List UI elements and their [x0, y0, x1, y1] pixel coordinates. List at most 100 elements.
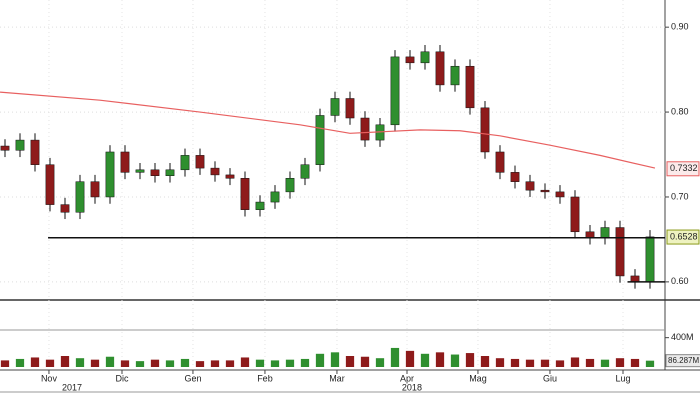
- volume-bar: [105, 356, 115, 367]
- price-label-box: [666, 161, 700, 177]
- candle-body: [585, 231, 595, 238]
- candle-body: [345, 98, 355, 119]
- volume-bar: [390, 347, 400, 367]
- candle-body: [555, 191, 565, 198]
- volume-bar: [210, 360, 220, 367]
- volume-tick-label: 400M: [671, 332, 694, 342]
- candle-body: [510, 172, 520, 182]
- candle-body: [570, 196, 580, 233]
- candle-body: [300, 164, 310, 179]
- candle-body: [330, 98, 340, 116]
- volume-bar: [615, 358, 625, 367]
- volume-bar: [525, 359, 535, 367]
- candle-body: [390, 56, 400, 126]
- price-label: 0.6528: [670, 231, 698, 241]
- volume-bar: [540, 359, 550, 367]
- volume-bar: [420, 353, 430, 367]
- volume-label-box: [665, 354, 700, 368]
- volume-bar: [300, 358, 310, 367]
- volume-bar: [255, 359, 265, 367]
- candle-body: [75, 181, 85, 213]
- x-tick-label: Lug: [615, 373, 630, 383]
- price-label: 0.7332: [670, 163, 698, 173]
- candle-body: [465, 65, 475, 109]
- candle-body: [405, 56, 415, 64]
- candle-body: [450, 65, 460, 86]
- y-tick-label: 0.70: [671, 191, 689, 201]
- volume-bar: [30, 357, 40, 367]
- volume-bar: [585, 358, 595, 367]
- volume-bar: [630, 358, 640, 367]
- y-tick-label: 0.80: [671, 106, 689, 116]
- candle-body: [150, 169, 160, 176]
- volume-bar: [450, 354, 460, 367]
- volume-bar: [360, 356, 370, 367]
- candle-body: [630, 275, 640, 283]
- volume-bar: [285, 359, 295, 367]
- candle-body: [615, 227, 625, 277]
- candle-body: [255, 201, 265, 210]
- volume-bar: [645, 360, 655, 367]
- candle-body: [45, 164, 55, 205]
- candle-body: [480, 107, 490, 153]
- volume-bar: [195, 361, 205, 367]
- volume-bar: [60, 356, 70, 367]
- volume-bar: [570, 357, 580, 367]
- volume-bar: [480, 356, 490, 367]
- volume-bar: [225, 360, 235, 367]
- volume-bar: [0, 360, 10, 367]
- volume-last-label: 86.287M: [668, 356, 699, 365]
- candle-body: [180, 155, 190, 171]
- candle-body: [495, 151, 505, 173]
- candle-body: [135, 169, 145, 173]
- candle-body: [270, 191, 280, 203]
- candle-body: [360, 117, 370, 141]
- candle-body: [525, 181, 535, 191]
- candle-body: [435, 51, 445, 86]
- year-label: 2017: [62, 382, 82, 392]
- y-tick-label: 0.60: [671, 276, 689, 286]
- volume-bar: [75, 358, 85, 367]
- candle-body: [30, 139, 40, 165]
- volume-bar: [465, 353, 475, 367]
- candle-body: [15, 139, 25, 151]
- volume-bar: [555, 360, 565, 367]
- candle-body: [315, 115, 325, 165]
- volume-bar: [330, 352, 340, 367]
- volume-bar: [435, 352, 445, 367]
- y-tick-label: 0.90: [671, 22, 689, 32]
- candle-body: [105, 151, 115, 198]
- volume-bar: [240, 357, 250, 367]
- candle-body: [225, 174, 235, 179]
- volume-bar: [15, 358, 25, 367]
- candle-body: [0, 145, 10, 151]
- volume-bar: [405, 350, 415, 367]
- volume-bar: [150, 359, 160, 367]
- volume-bar: [45, 359, 55, 367]
- volume-bar: [90, 359, 100, 367]
- volume-bar: [600, 359, 610, 367]
- volume-bar: [345, 356, 355, 367]
- candle-body: [285, 178, 295, 193]
- candle-body: [120, 151, 130, 173]
- x-tick-label: Giu: [543, 373, 557, 383]
- year-label: 2018: [402, 382, 422, 392]
- volume-bar: [495, 358, 505, 367]
- x-tick-label: Nov: [41, 373, 58, 383]
- candle-body: [165, 169, 175, 176]
- volume-bar: [375, 358, 385, 367]
- volume-bar: [510, 358, 520, 367]
- volume-bar: [135, 361, 145, 367]
- price-label-box: [666, 229, 700, 245]
- volume-bar: [165, 360, 175, 367]
- candle-body: [90, 181, 100, 198]
- volume-bar: [120, 360, 130, 367]
- x-tick-label: Apr: [400, 373, 414, 383]
- candle-body: [540, 189, 550, 193]
- candle-body: [600, 227, 610, 238]
- x-tick-label: Gen: [184, 373, 201, 383]
- candle-body: [240, 178, 250, 210]
